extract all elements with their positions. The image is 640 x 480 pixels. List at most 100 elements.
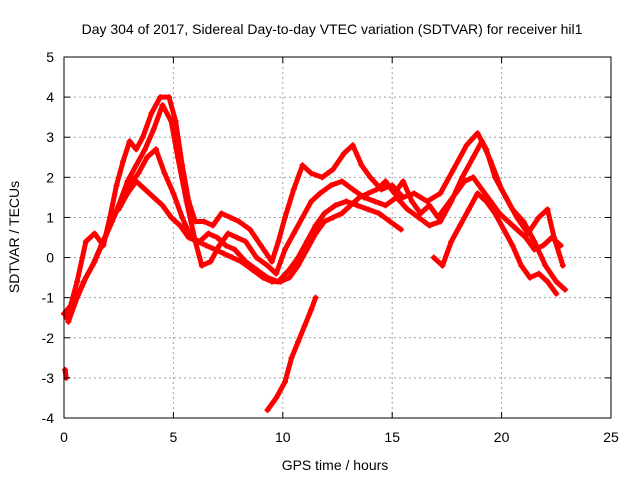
data-point — [557, 242, 564, 249]
data-point — [457, 222, 464, 229]
data-point — [544, 206, 551, 213]
data-point — [371, 198, 378, 205]
data-point — [168, 214, 175, 221]
data-point — [141, 146, 148, 153]
data-point — [133, 178, 140, 185]
data-point — [367, 174, 374, 181]
data-point — [437, 218, 444, 225]
data-point — [308, 170, 315, 177]
data-point — [548, 234, 555, 241]
data-point — [373, 186, 380, 193]
data-point — [382, 202, 389, 209]
data-point — [330, 166, 337, 173]
data-point — [203, 242, 210, 249]
series-track-1 — [61, 94, 566, 317]
data-point — [542, 262, 549, 269]
data-point — [437, 190, 444, 197]
data-point — [286, 266, 293, 273]
data-point — [273, 270, 280, 277]
data-point — [404, 206, 411, 213]
data-point — [321, 210, 328, 217]
data-point — [166, 94, 173, 101]
data-point — [439, 262, 446, 269]
data-point — [231, 246, 238, 253]
data-point — [222, 242, 229, 249]
data-point — [174, 154, 181, 161]
x-tick-label: 15 — [384, 429, 400, 445]
data-point — [544, 278, 551, 285]
series-layer — [61, 94, 569, 413]
data-point — [82, 274, 89, 281]
data-point — [505, 218, 512, 225]
data-point — [264, 262, 271, 269]
data-point — [465, 206, 472, 213]
data-point — [91, 230, 98, 237]
data-point — [227, 214, 234, 221]
data-point — [354, 202, 361, 209]
data-point — [316, 190, 323, 197]
data-point — [216, 242, 223, 249]
data-point — [376, 210, 383, 217]
data-point — [268, 278, 275, 285]
data-point — [400, 178, 407, 185]
data-point — [319, 174, 326, 181]
chart-title: Day 304 of 2017, Sidereal Day-to-day VTE… — [82, 21, 583, 37]
data-point — [194, 238, 201, 245]
data-point — [115, 206, 122, 213]
data-point — [277, 278, 284, 285]
x-axis-label: GPS time / hours — [282, 457, 389, 473]
data-point — [513, 226, 520, 233]
y-tick-label: -3 — [42, 370, 55, 386]
y-tick-label: -4 — [42, 410, 55, 426]
data-point — [141, 186, 148, 193]
data-point — [139, 134, 146, 141]
data-point — [430, 254, 437, 261]
data-point — [500, 226, 507, 233]
data-point — [358, 162, 365, 169]
data-point — [100, 238, 107, 245]
y-tick-label: -2 — [42, 330, 55, 346]
data-point — [82, 238, 89, 245]
data-point — [417, 210, 424, 217]
data-point — [273, 394, 280, 401]
data-point — [312, 294, 319, 301]
data-point — [74, 294, 81, 301]
data-point — [303, 246, 310, 253]
data-point — [338, 178, 345, 185]
data-point — [124, 190, 131, 197]
data-point — [286, 274, 293, 281]
data-point — [492, 210, 499, 217]
tick-layer: 0 5 10 15 20 25 -4 -3 -2 -1 0 1 2 3 4 5 — [42, 49, 619, 445]
data-point — [321, 218, 328, 225]
data-point — [343, 198, 350, 205]
data-point — [391, 190, 398, 197]
data-point — [133, 162, 140, 169]
data-point — [382, 178, 389, 185]
data-point — [498, 186, 505, 193]
data-point — [518, 262, 525, 269]
data-point — [559, 262, 566, 269]
plot-frame — [63, 56, 612, 419]
data-point — [290, 230, 297, 237]
data-point — [509, 206, 516, 213]
data-point — [474, 190, 481, 197]
data-point — [312, 230, 319, 237]
data-point — [349, 142, 356, 149]
data-point — [478, 138, 485, 145]
data-point — [275, 238, 282, 245]
data-point — [214, 234, 221, 241]
data-point — [152, 146, 159, 153]
data-point — [201, 218, 208, 225]
data-point — [62, 366, 69, 373]
y-tick-label: 1 — [46, 209, 54, 225]
data-point — [470, 154, 477, 161]
data-point — [198, 262, 205, 269]
data-point — [562, 286, 569, 293]
data-point — [225, 230, 232, 237]
data-point — [470, 174, 477, 181]
y-tick-label: 3 — [46, 129, 54, 145]
data-point — [365, 206, 372, 213]
data-point — [233, 234, 240, 241]
data-point — [161, 170, 168, 177]
